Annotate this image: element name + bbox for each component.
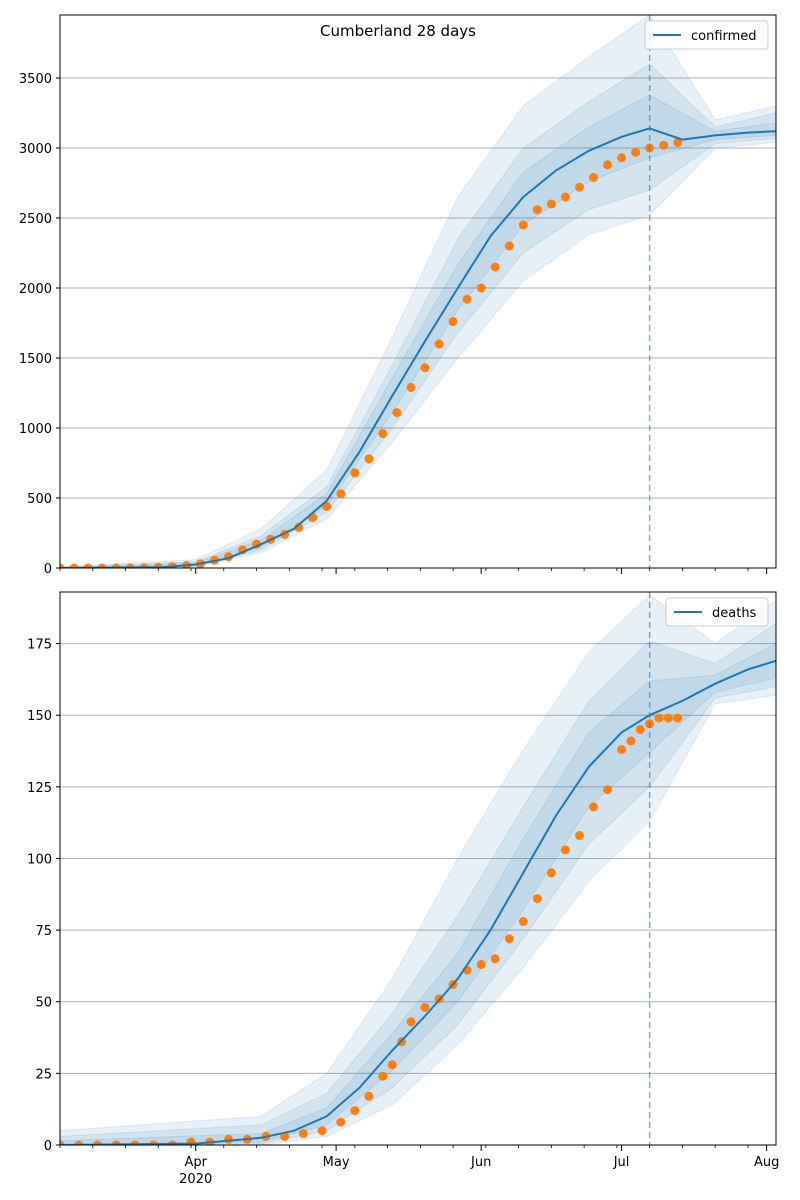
observed-point [663, 713, 673, 723]
observed-point [392, 408, 402, 418]
observed-point [589, 802, 598, 812]
observed-point [546, 199, 556, 209]
observed-point [490, 262, 500, 272]
observed-point [631, 147, 641, 157]
observed-point [336, 489, 346, 499]
observed-point [626, 736, 636, 746]
observed-point [364, 1091, 374, 1101]
x-tick-label: May [323, 1155, 350, 1170]
fit-line [60, 659, 776, 1145]
y-tick-label: 100 [27, 852, 52, 867]
observed-point [378, 1071, 388, 1081]
observed-point [532, 205, 542, 215]
y-tick-label: 75 [35, 924, 52, 939]
observed-point [387, 1060, 397, 1070]
x-tick-label: Jul [613, 1155, 630, 1170]
observed-point [673, 713, 683, 723]
axes-frame [59, 14, 777, 569]
y-tick-label: 3500 [19, 72, 52, 87]
y-tick-label: 500 [27, 492, 52, 507]
y-tick-label: 125 [27, 781, 52, 796]
observed-point [317, 1126, 327, 1136]
observed-point [617, 153, 627, 163]
observed-point [350, 1106, 360, 1116]
observed-point [560, 845, 570, 855]
observed-point [322, 501, 332, 511]
axes-frame [59, 591, 777, 1146]
observed-point [575, 182, 584, 192]
observed-point [659, 140, 669, 150]
legend: deaths [665, 597, 769, 627]
observed-point [518, 917, 528, 926]
y-tick-label: 2500 [19, 212, 52, 227]
observed-point [448, 317, 458, 327]
observed-point [434, 339, 444, 349]
observed-point [490, 954, 500, 964]
observed-point [294, 522, 304, 532]
observed-point [635, 725, 645, 734]
deaths-panel: 0 25 50 75 100 125 150 175 Apr 2020 May Jun Jul Aug de… [27, 591, 779, 1187]
y-tick-label: 150 [27, 709, 52, 724]
observed-point [560, 192, 570, 202]
observed-point [336, 1117, 346, 1127]
confidence-band-outer [60, 594, 776, 1145]
y-tick-label: 0 [44, 1139, 52, 1154]
observed-point [378, 429, 388, 439]
observed-point [420, 1003, 430, 1012]
y-tick-label: 175 [27, 638, 52, 653]
plot-content [60, 15, 776, 568]
observed-point [589, 172, 598, 182]
observed-point [603, 785, 612, 795]
observed-point [504, 241, 514, 251]
observed-point [350, 468, 360, 478]
confidence-band-middle [60, 622, 776, 1145]
figure-title: Cumberland 28 days [320, 22, 476, 40]
fit-line [60, 127, 776, 568]
observed-point [532, 894, 542, 904]
plot-content [60, 594, 776, 1145]
x-tick-label: Aug [754, 1155, 779, 1170]
legend-box [665, 597, 769, 627]
observed-point [518, 220, 528, 230]
legend: confirmed [644, 20, 769, 50]
legend-label: confirmed [691, 29, 757, 44]
observed-point [504, 934, 514, 944]
y-tick-label: 25 [35, 1067, 52, 1082]
y-tick-label: 0 [44, 562, 52, 577]
y-tick-label: 50 [35, 996, 52, 1011]
legend-box [644, 20, 769, 50]
observed-point [575, 831, 584, 840]
confidence-band-middle [60, 63, 776, 568]
confidence-band-inner [60, 643, 776, 1145]
y-tick-label: 2000 [19, 282, 52, 297]
y-tick-label: 1500 [19, 352, 52, 367]
observed-point [546, 868, 556, 878]
observed-point [298, 1129, 308, 1138]
x-tick-label: Jun [470, 1155, 491, 1170]
legend-label: deaths [712, 606, 757, 621]
observed-point [420, 363, 430, 373]
observed-point [476, 960, 486, 969]
x-tick-label: Apr [184, 1155, 207, 1170]
observed-point [60, 563, 65, 568]
observed-point [60, 1140, 65, 1145]
observed-point [406, 382, 416, 392]
observed-point [364, 454, 374, 464]
observed-point [224, 1134, 233, 1144]
y-tick-label: 1000 [19, 422, 52, 437]
confirmed-panel: 0 500 1000 1500 2000 2500 3000 3500 confirmed [19, 14, 777, 577]
observed-point [462, 294, 472, 304]
observed-point [617, 745, 627, 755]
observed-point [654, 713, 664, 723]
y-tick-label: 3000 [19, 142, 52, 157]
observed-point [69, 563, 79, 568]
observed-point [476, 283, 486, 293]
observed-point [603, 160, 612, 170]
observed-point [673, 137, 683, 147]
observed-point [406, 1017, 416, 1027]
confidence-band-outer [60, 15, 776, 568]
x-tick-sublabel: 2020 [179, 1172, 212, 1187]
